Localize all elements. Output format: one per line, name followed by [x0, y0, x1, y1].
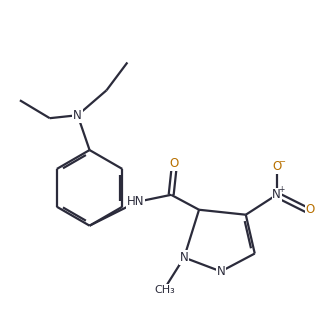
Text: −: −: [278, 157, 285, 167]
Text: N: N: [216, 265, 225, 278]
Text: O: O: [306, 203, 315, 216]
Text: +: +: [278, 185, 285, 194]
Text: N: N: [180, 251, 188, 264]
Text: N: N: [73, 109, 82, 122]
Text: CH₃: CH₃: [155, 285, 175, 295]
Text: HN: HN: [127, 195, 144, 208]
Text: O: O: [272, 161, 281, 173]
Text: N: N: [272, 188, 281, 201]
Text: O: O: [169, 157, 179, 170]
